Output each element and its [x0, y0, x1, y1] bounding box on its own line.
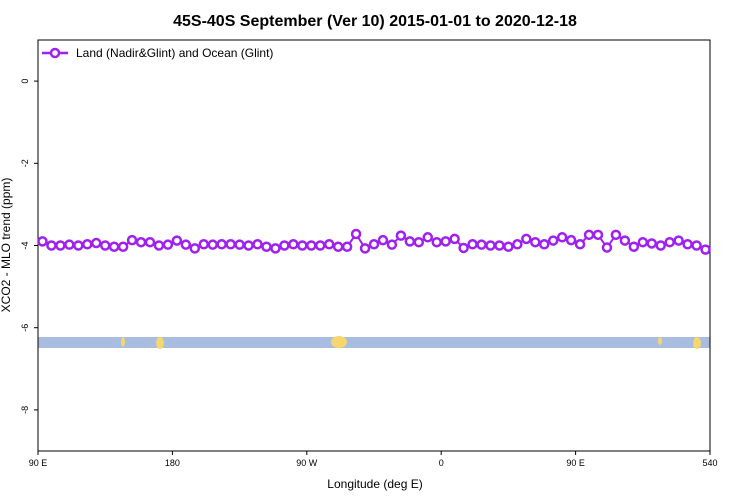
data-point	[646, 238, 658, 249]
data-point	[117, 241, 129, 252]
data-point	[332, 241, 344, 252]
data-point	[386, 239, 398, 250]
data-point	[306, 240, 317, 251]
data-point	[314, 240, 326, 251]
data-point	[90, 237, 102, 249]
x-tick-label: 90 W	[296, 458, 318, 468]
data-point	[422, 232, 434, 243]
data-point	[162, 239, 174, 250]
data-point	[350, 228, 362, 240]
data-point	[485, 240, 496, 251]
data-point	[637, 236, 649, 248]
data-point	[565, 234, 577, 246]
data-point	[538, 239, 550, 250]
data-point	[64, 239, 75, 250]
data-point	[46, 240, 57, 251]
data-point	[207, 239, 218, 250]
x-tick-label: 540	[702, 458, 717, 468]
data-point	[153, 240, 165, 251]
data-point	[288, 239, 299, 250]
data-point	[440, 236, 451, 247]
data-point	[503, 241, 514, 252]
data-point	[404, 236, 416, 247]
data-point	[628, 241, 640, 252]
x-tick-label: 180	[165, 458, 180, 468]
data-point	[583, 229, 595, 241]
data-point	[252, 239, 263, 250]
legend-marker	[49, 47, 61, 59]
data-point	[216, 239, 227, 250]
data-point	[547, 235, 559, 246]
map-strip	[38, 336, 710, 349]
data-point	[180, 239, 192, 250]
y-tick-label: -6	[20, 324, 30, 332]
x-tick-label: 90 E	[29, 458, 48, 468]
data-point	[189, 243, 201, 254]
data-point	[476, 239, 487, 250]
data-point	[521, 233, 532, 245]
data-point	[225, 239, 236, 250]
x-axis-label: Longitude (deg E)	[327, 477, 422, 491]
data-point	[37, 236, 48, 247]
data-point	[243, 240, 254, 251]
data-point	[297, 240, 308, 251]
data-point	[494, 240, 505, 251]
data-point	[55, 240, 66, 251]
data-point	[368, 239, 380, 250]
data-point	[700, 244, 711, 255]
data-point	[359, 243, 371, 254]
data-point	[458, 242, 469, 254]
data-point	[144, 236, 156, 248]
data-point	[530, 236, 541, 248]
x-tick-label: 0	[439, 458, 444, 468]
y-tick-label: -2	[20, 159, 30, 167]
data-point	[556, 232, 568, 243]
data-point	[431, 236, 442, 248]
data-point	[99, 240, 111, 251]
data-point	[655, 240, 666, 251]
y-tick-label: -4	[20, 241, 30, 249]
data-point	[171, 235, 183, 246]
data-point	[691, 240, 702, 251]
data-point	[323, 239, 335, 250]
data-point	[108, 241, 120, 252]
data-point	[664, 236, 675, 248]
x-tick-label: 90 E	[566, 458, 585, 468]
legend-label: Land (Nadir&Glint) and Ocean (Glint)	[76, 46, 273, 60]
data-point	[395, 230, 407, 241]
y-axis-label: XCO2 - MLO trend (ppm)	[0, 178, 13, 313]
data-point	[682, 239, 693, 250]
data-point	[601, 242, 613, 253]
data-point	[270, 243, 281, 254]
data-point	[279, 240, 290, 251]
data-point	[73, 240, 84, 251]
data-point	[135, 236, 147, 248]
data-point	[467, 239, 478, 250]
data-point	[82, 239, 93, 250]
data-point	[673, 235, 684, 246]
data-point	[449, 233, 460, 245]
y-tick-label: 0	[20, 79, 30, 84]
data-point	[377, 234, 389, 246]
data-point	[234, 239, 245, 250]
data-point	[341, 241, 353, 252]
data-point	[126, 234, 138, 246]
data-point	[574, 239, 586, 250]
data-point	[619, 235, 631, 246]
data-point	[198, 239, 210, 250]
data-point	[413, 236, 425, 248]
y-tick-label: -8	[20, 406, 30, 414]
data-point	[512, 239, 523, 250]
chart-title: 45S-40S September (Ver 10) 2015-01-01 to…	[173, 13, 577, 30]
data-point	[610, 229, 622, 241]
data-point	[261, 241, 272, 252]
data-point	[592, 229, 604, 241]
